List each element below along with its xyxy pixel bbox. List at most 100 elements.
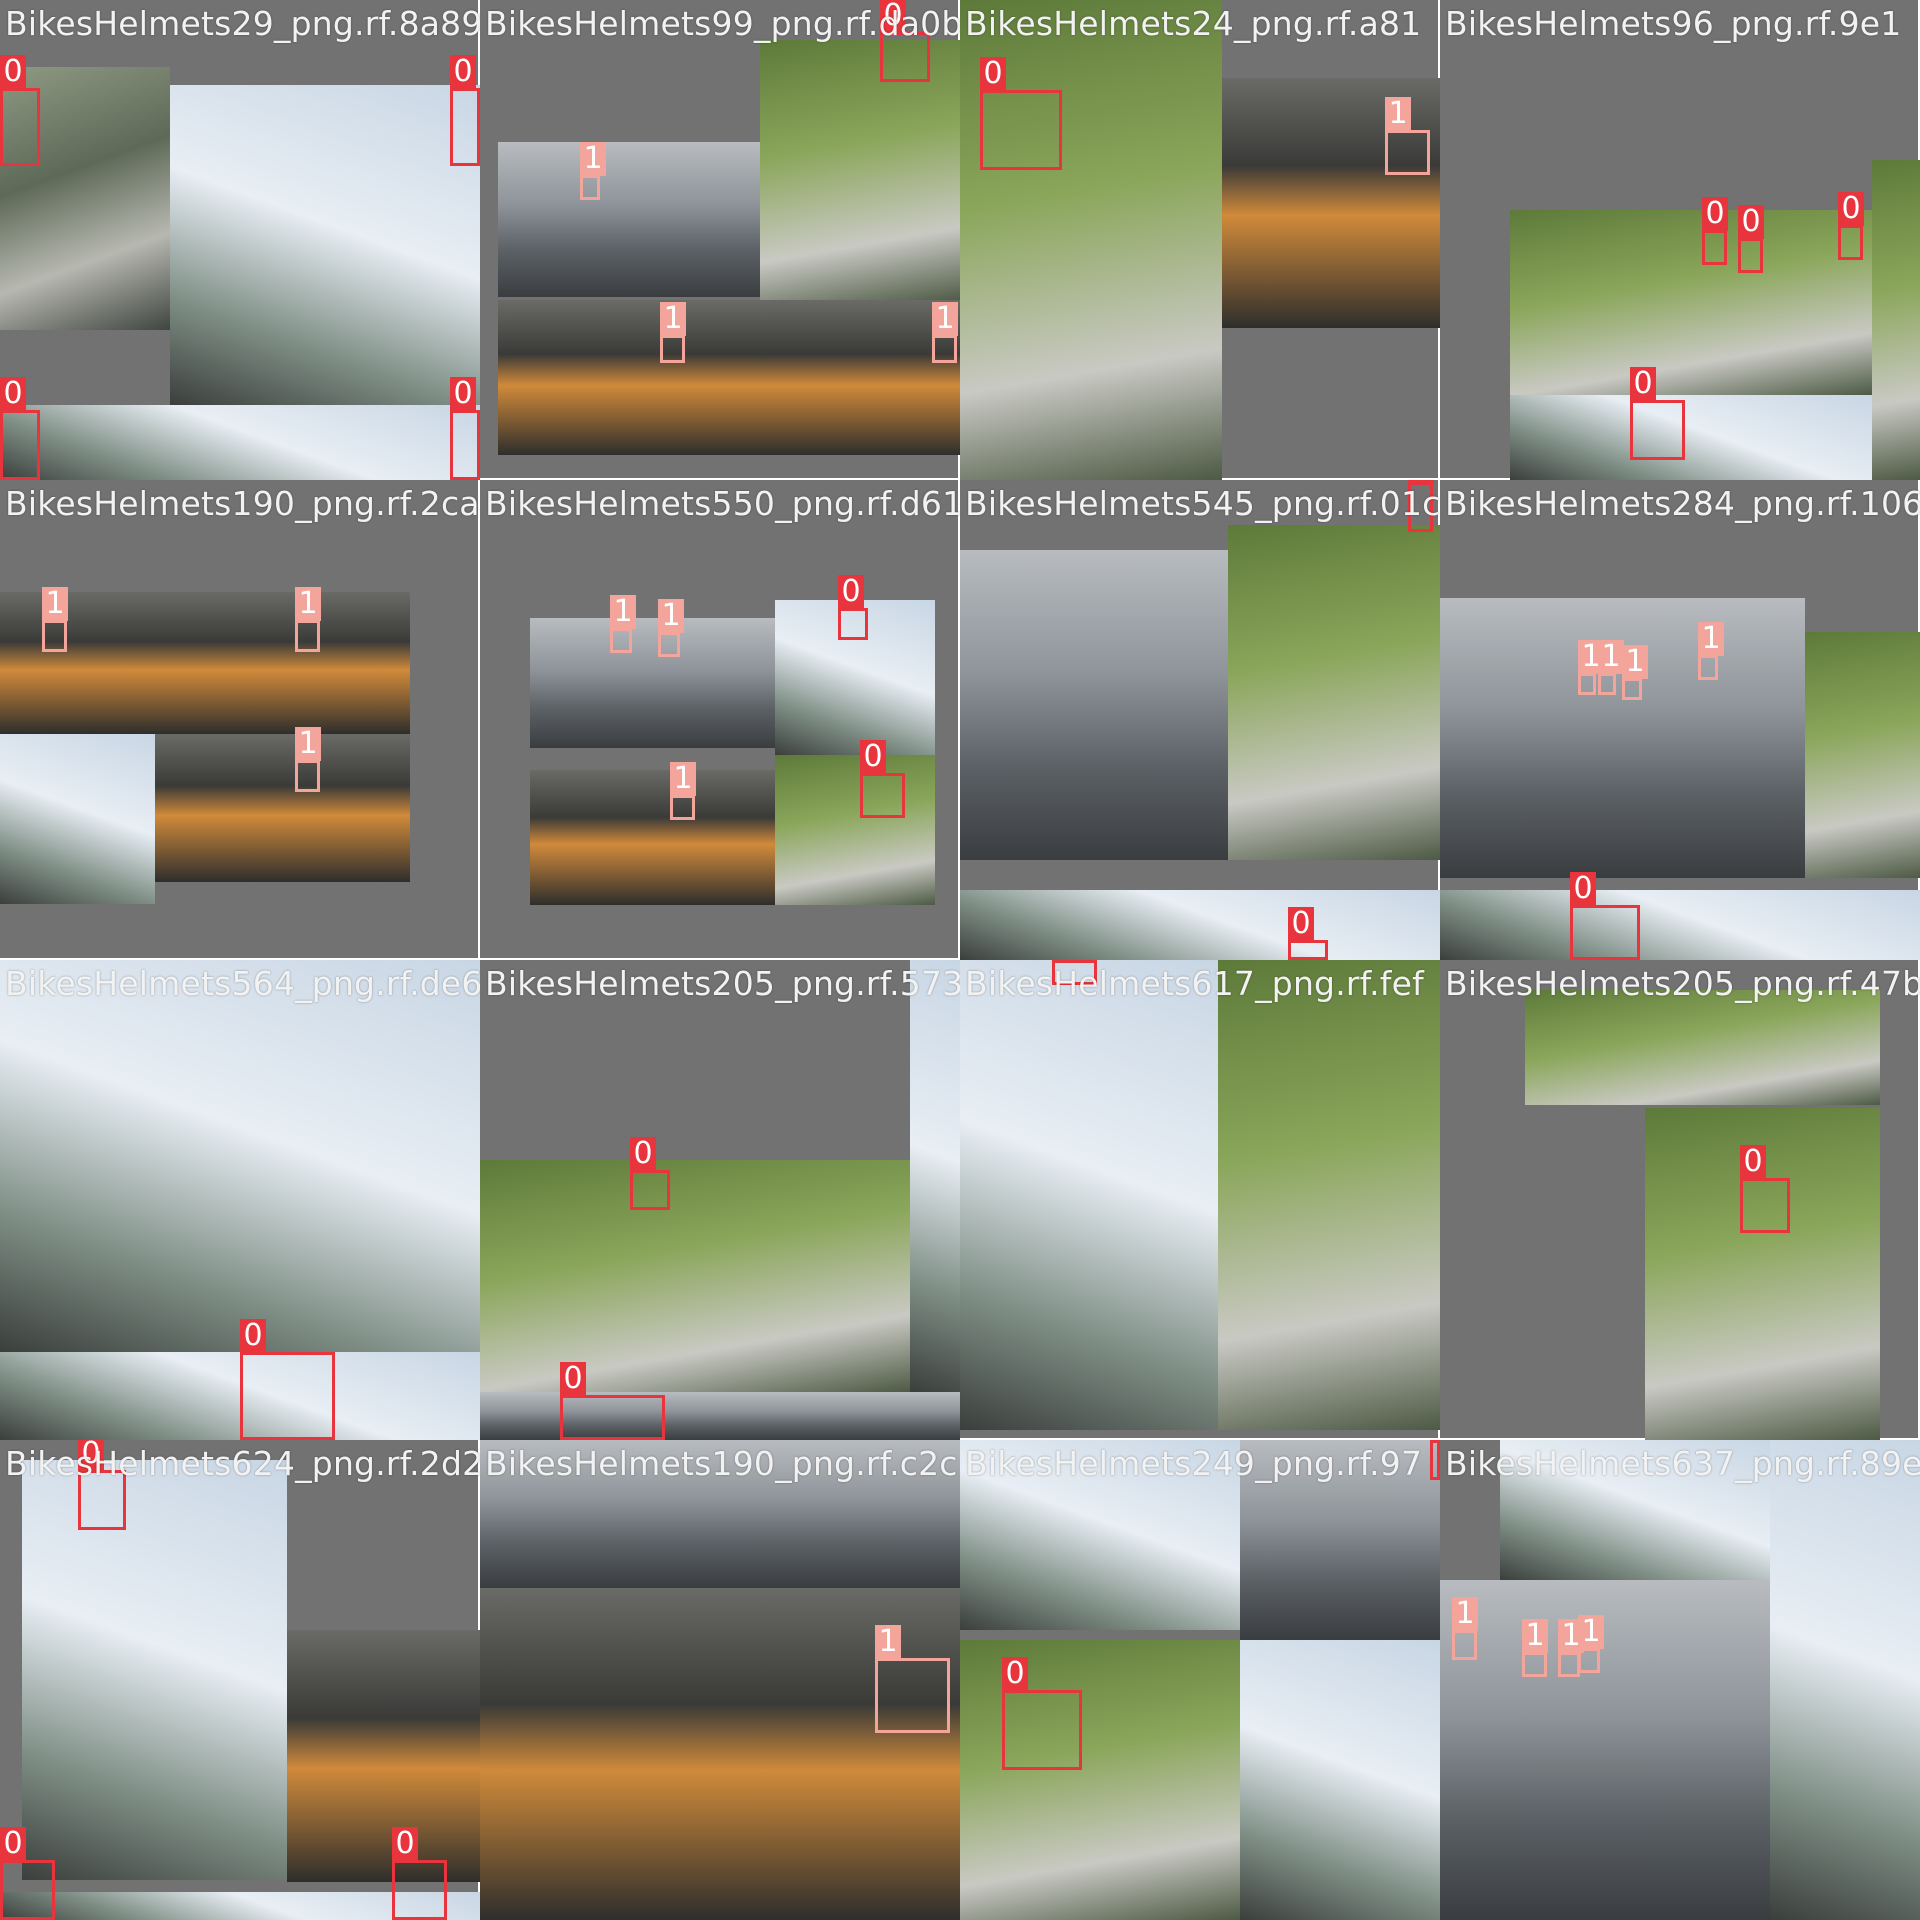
bbox-label: 1 — [295, 727, 321, 761]
photo-crop — [22, 1460, 287, 1880]
tile-title: BikesHelmets99_png.rf.da0b — [485, 4, 960, 44]
photo-crop — [1440, 1580, 1770, 1920]
bbox-class-1: 1 — [875, 1658, 950, 1733]
bbox-class-1: 1 — [660, 335, 685, 363]
bbox-label: 1 — [610, 595, 636, 629]
photo-crop — [0, 405, 480, 480]
mosaic-tile: 0 0 BikesHelmets205_png.rf.573 — [480, 960, 960, 1440]
bbox-label: 0 — [860, 740, 886, 774]
bbox-class-1: 1 — [295, 760, 320, 792]
photo-crop — [960, 960, 1218, 1430]
bbox-class-1: 1 — [1452, 1630, 1477, 1660]
mosaic-tile: 1 BikesHelmets190_png.rf.c2c — [480, 1440, 960, 1920]
bbox-class-0: 0 — [0, 1860, 55, 1920]
bbox-class-1: 1 — [1558, 1652, 1580, 1677]
bbox-class-0: 0 — [1702, 230, 1727, 265]
bbox-label: 1 — [1385, 97, 1411, 131]
mosaic-tile: 1 1 1 BikesHelmets190_png.rf.2ca — [0, 480, 480, 960]
photo-crop — [1440, 890, 1920, 960]
bbox-label: 0 — [1002, 1657, 1028, 1691]
mosaic-tile: 0 1 1 1 BikesHelmets99_png.rf.da0b — [480, 0, 960, 480]
mosaic-tile: 0 BikesHelmets617_png.rf.fef — [960, 960, 1440, 1440]
bbox-label: 0 — [838, 575, 864, 609]
bbox-label: 0 — [1052, 960, 1078, 961]
tile-title: BikesHelmets624_png.rf.2d2 — [5, 1444, 480, 1484]
photo-crop — [1805, 632, 1920, 878]
bbox-label: 0 — [0, 377, 26, 411]
mosaic-tile: 1 1 1 1 BikesHelmets637_png.rf.89e — [1440, 1440, 1920, 1920]
photo-crop — [170, 85, 480, 405]
tile-title: BikesHelmets545_png.rf.01c — [965, 484, 1440, 524]
bbox-class-1: 1 — [658, 632, 680, 657]
bbox-class-1: 1 — [1578, 1648, 1600, 1673]
bbox-label: 0 — [450, 377, 476, 411]
bbox-label: 1 — [580, 142, 606, 176]
mosaic-tile: 0 0 BikesHelmets545_png.rf.01c — [960, 480, 1440, 960]
bbox-label: 1 — [875, 1625, 901, 1659]
photo-crop — [775, 755, 935, 905]
bbox-class-0: 0 — [1002, 1690, 1082, 1770]
bbox-label: 0 — [1408, 480, 1434, 483]
photo-crop — [1770, 1440, 1920, 1920]
bbox-class-0: 0 — [1430, 1440, 1440, 1480]
bbox-label: 0 — [980, 57, 1006, 91]
tile-title: BikesHelmets249_png.rf.97 — [965, 1444, 1422, 1484]
photo-crop — [760, 40, 960, 302]
mosaic-tile: 0 BikesHelmets564_png.rf.de6 — [0, 960, 480, 1440]
mosaic-tile: 0 0 BikesHelmets249_png.rf.97 — [960, 1440, 1440, 1920]
bbox-class-0: 0 — [0, 88, 40, 166]
bbox-class-1: 1 — [580, 175, 600, 200]
bbox-class-0: 0 — [1570, 905, 1640, 960]
mosaic-tile: 0 0 0 BikesHelmets624_png.rf.2d2 — [0, 1440, 480, 1920]
tile-title: BikesHelmets550_png.rf.d61 — [485, 484, 960, 524]
photo-crop — [498, 300, 960, 455]
bbox-label: 1 — [1698, 622, 1724, 656]
photo-crop — [1218, 960, 1440, 1430]
photo-crop — [530, 618, 775, 748]
bbox-class-0: 0 — [1630, 400, 1685, 460]
bbox-class-0: 0 — [450, 88, 480, 166]
bbox-class-0: 0 — [1288, 940, 1328, 960]
bbox-label: 1 — [658, 599, 684, 633]
bbox-label: 1 — [670, 762, 696, 796]
photo-crop — [1228, 525, 1440, 860]
bbox-class-1: 1 — [1522, 1652, 1547, 1677]
bbox-class-1: 1 — [1698, 655, 1718, 680]
photo-crop — [480, 1392, 960, 1440]
photo-crop — [155, 734, 410, 882]
tile-title: BikesHelmets205_png.rf.47b — [1445, 964, 1920, 1004]
photo-crop — [960, 550, 1228, 860]
bbox-class-1: 1 — [1578, 673, 1596, 695]
mosaic-tile: 0 BikesHelmets205_png.rf.47b — [1440, 960, 1920, 1440]
bbox-label: 0 — [0, 55, 26, 89]
tile-title: BikesHelmets190_png.rf.c2c — [485, 1444, 958, 1484]
photo-crop — [0, 960, 480, 1352]
tile-title: BikesHelmets190_png.rf.2ca — [5, 484, 480, 524]
bbox-label: 1 — [1452, 1597, 1478, 1631]
bbox-label: 1 — [932, 302, 958, 336]
bbox-class-1: 1 — [1385, 130, 1430, 175]
bbox-label: 0 — [1838, 192, 1864, 226]
bbox-label: 0 — [1570, 872, 1596, 906]
bbox-class-0: 0 — [0, 410, 40, 480]
photo-crop — [530, 770, 775, 905]
photo-crop — [1525, 990, 1880, 1105]
bbox-label: 1 — [1522, 1619, 1548, 1653]
photo-crop — [480, 1160, 910, 1392]
photo-crop — [498, 142, 760, 297]
bbox-label: 0 — [450, 55, 476, 89]
bbox-label: 0 — [0, 1827, 26, 1861]
photo-crop — [287, 1630, 480, 1882]
bbox-class-0: 0 — [392, 1860, 447, 1920]
photo-crop — [1510, 210, 1872, 395]
mosaic-tile: 1 1 0 1 0 BikesHelmets550_png.rf.d61 — [480, 480, 960, 960]
mosaic-tile: 1 1 1 1 0 BikesHelmets284_png.rf.106 — [1440, 480, 1920, 960]
bbox-class-0: 0 — [1738, 238, 1763, 273]
bbox-label: 1 — [1578, 1615, 1604, 1649]
bbox-class-0: 0 — [838, 608, 868, 640]
bbox-label: 0 — [392, 1827, 418, 1861]
bbox-class-0: 0 — [240, 1352, 335, 1440]
bbox-class-1: 1 — [295, 620, 320, 652]
tile-title: BikesHelmets637_png.rf.89e — [1445, 1444, 1920, 1484]
